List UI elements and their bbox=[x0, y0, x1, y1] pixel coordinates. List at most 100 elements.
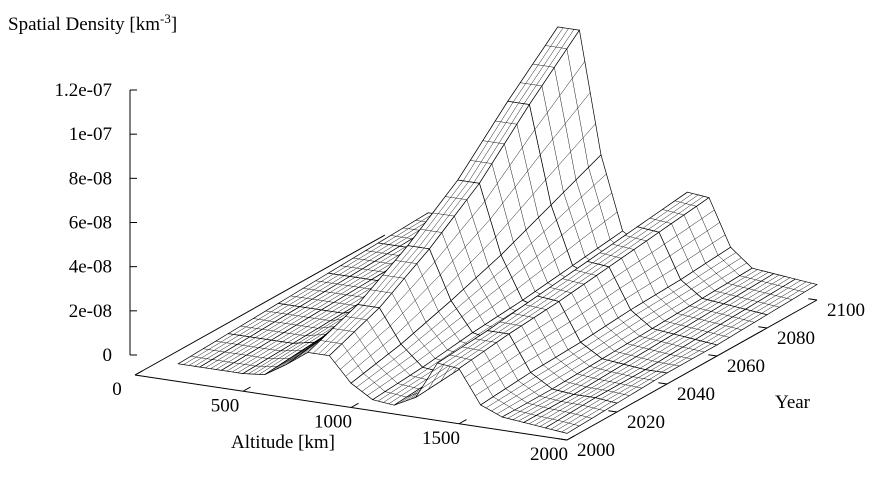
surface-mesh bbox=[485, 376, 547, 415]
z-tick-label: 8e-08 bbox=[69, 168, 112, 189]
x-tick-label: 0 bbox=[112, 379, 122, 400]
surface-mesh bbox=[585, 314, 647, 355]
surface-mesh bbox=[579, 365, 641, 398]
surface-mesh bbox=[291, 310, 353, 362]
surface-mesh bbox=[248, 342, 310, 375]
surface-mesh bbox=[313, 305, 375, 356]
surface-mesh bbox=[333, 243, 395, 276]
surface-mesh bbox=[383, 213, 445, 246]
surface-mesh bbox=[635, 284, 697, 325]
y-tick-label: 2040 bbox=[677, 384, 715, 405]
surface-mesh bbox=[664, 206, 726, 272]
surface-mesh bbox=[484, 124, 546, 243]
y-axis-title: Year bbox=[775, 392, 811, 413]
surface-mesh bbox=[685, 252, 747, 294]
y-tick bbox=[558, 438, 568, 441]
surface-mesh bbox=[406, 308, 468, 362]
surface-mesh bbox=[729, 274, 791, 309]
surface-mesh bbox=[564, 275, 626, 335]
z-tick-label: 6e-08 bbox=[69, 213, 112, 234]
surface-mesh bbox=[642, 193, 704, 232]
surface-mesh bbox=[535, 346, 597, 386]
surface-mesh bbox=[326, 280, 388, 313]
x-tick bbox=[350, 402, 359, 408]
surface-mesh bbox=[700, 310, 762, 344]
surface-mesh bbox=[355, 246, 417, 280]
surface-mesh bbox=[506, 217, 568, 292]
x-tick bbox=[458, 419, 467, 425]
y-tick bbox=[808, 298, 818, 301]
surface-mesh bbox=[679, 305, 741, 339]
y-tick-label: 2080 bbox=[777, 328, 815, 349]
x-tick bbox=[134, 370, 143, 376]
y-tick bbox=[658, 382, 668, 385]
surface-mesh bbox=[550, 398, 612, 433]
surface-mesh bbox=[205, 337, 267, 370]
surface-mesh bbox=[614, 240, 676, 303]
surface-mesh bbox=[363, 246, 425, 308]
surface-mesh bbox=[607, 329, 669, 364]
surface-mesh bbox=[269, 331, 331, 373]
surface-mesh bbox=[413, 180, 475, 249]
z-axis-title-text: Spatial Density [km bbox=[8, 14, 160, 35]
surface-mesh bbox=[233, 304, 295, 337]
surface-mesh bbox=[514, 309, 576, 366]
surface-mesh bbox=[442, 331, 504, 368]
surface-mesh bbox=[542, 262, 604, 301]
surface-mesh bbox=[534, 48, 596, 193]
surface-mesh bbox=[657, 299, 719, 333]
y-tick-label: 2000 bbox=[577, 440, 615, 461]
surface-mesh bbox=[592, 228, 654, 266]
z-tick-label: 1e-07 bbox=[69, 124, 112, 145]
base-edge bbox=[134, 234, 386, 376]
surface-mesh bbox=[707, 269, 769, 303]
z-axis-title: Spatial Density [km-3] bbox=[8, 11, 177, 36]
y-tick bbox=[758, 326, 768, 329]
z-tick-label: 1.2e-07 bbox=[54, 80, 112, 101]
x-tick-label: 500 bbox=[211, 395, 240, 416]
surface-mesh bbox=[464, 342, 526, 397]
surface-mesh bbox=[283, 273, 345, 307]
surface-mesh bbox=[334, 316, 396, 377]
y-tick bbox=[708, 354, 718, 357]
surface-mesh bbox=[507, 390, 569, 422]
surface-mesh bbox=[629, 335, 691, 369]
y-tick bbox=[608, 410, 618, 413]
surface-mesh bbox=[434, 199, 496, 290]
surface-mesh bbox=[276, 310, 338, 343]
z-tick-label: 0 bbox=[103, 345, 113, 366]
surface-mesh bbox=[529, 395, 591, 427]
y-tick-label: 2020 bbox=[627, 412, 665, 433]
surface-mesh bbox=[356, 349, 418, 396]
x-tick-label: 1000 bbox=[314, 412, 352, 433]
z-tick-label: 2e-08 bbox=[69, 301, 112, 322]
y-axis-line bbox=[566, 299, 818, 441]
surface-mesh bbox=[650, 340, 712, 373]
z-tick-label: 4e-08 bbox=[69, 257, 112, 278]
surface-mesh bbox=[513, 27, 575, 104]
surface-mesh bbox=[183, 334, 245, 367]
surface-mesh bbox=[226, 340, 288, 373]
surface-cell bbox=[544, 397, 618, 434]
surface-mesh bbox=[557, 360, 619, 394]
surface-mesh bbox=[377, 368, 439, 404]
x-tick-label: 1500 bbox=[422, 428, 460, 449]
x-tick bbox=[242, 386, 251, 392]
x-tick bbox=[566, 435, 575, 441]
surface-mesh bbox=[556, 167, 618, 258]
surface-mesh bbox=[305, 277, 367, 310]
y-tick-label: 2060 bbox=[727, 356, 765, 377]
x-tick-label: 2000 bbox=[530, 444, 568, 465]
surface-mesh bbox=[384, 261, 446, 336]
surface-mesh bbox=[456, 266, 518, 325]
surface-mesh bbox=[298, 310, 360, 344]
surface-mesh bbox=[255, 307, 317, 340]
z-axis-title-end: ] bbox=[171, 14, 177, 35]
x-axis-title: Altitude [km] bbox=[231, 432, 335, 453]
z-axis-title-exponent: -3 bbox=[160, 11, 171, 26]
surface-mesh bbox=[750, 280, 812, 314]
surface-mesh bbox=[463, 101, 525, 183]
surface-mesh bbox=[492, 297, 554, 334]
y-tick-label: 2100 bbox=[827, 300, 865, 321]
